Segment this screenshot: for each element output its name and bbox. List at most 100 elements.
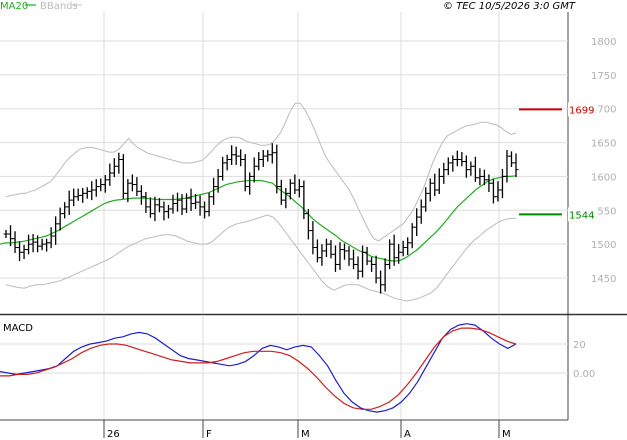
ohlc-bar bbox=[265, 150, 271, 162]
x-tick-label: A bbox=[404, 429, 411, 440]
ohlc-bar bbox=[116, 152, 122, 174]
ohlc-bar bbox=[30, 233, 36, 253]
macd-y-tick-label: 0.00 bbox=[573, 369, 595, 380]
ohlc-bar bbox=[504, 150, 510, 183]
ohlc-bar bbox=[197, 195, 203, 216]
price-y-tick-label: 1550 bbox=[591, 206, 616, 217]
ohlc-bar bbox=[450, 155, 456, 172]
ohlc-bar bbox=[310, 221, 316, 255]
price-levels: 1699 1544 bbox=[519, 102, 596, 222]
ohlc-bar bbox=[98, 178, 104, 192]
ohlc-bar bbox=[3, 229, 9, 239]
ohlc-bar bbox=[323, 238, 329, 258]
ohlc-bar bbox=[423, 187, 429, 212]
ohlc-bar bbox=[129, 174, 135, 192]
price-grid bbox=[0, 12, 568, 314]
ma20-series-line bbox=[0, 175, 517, 262]
macd-y-tick-labels: 0.00 20 bbox=[573, 340, 595, 380]
x-tick-label: F bbox=[206, 429, 212, 440]
ohlc-bar bbox=[319, 244, 325, 266]
ohlc-bar bbox=[332, 245, 338, 272]
macd-y-tick-label: 20 bbox=[573, 340, 586, 351]
x-tick-label: 26 bbox=[107, 429, 120, 440]
price-y-tick-label: 1750 bbox=[591, 71, 616, 82]
x-tick-labels: 26 F M A M bbox=[103, 420, 511, 440]
ohlc-bar bbox=[260, 150, 266, 167]
price-y-tick-label: 1650 bbox=[591, 139, 616, 150]
ohlc-bar bbox=[427, 178, 433, 202]
ohlc-bar bbox=[508, 151, 514, 167]
ohlc-bar bbox=[80, 187, 86, 203]
ohlc-bar bbox=[382, 258, 388, 292]
ohlc-bar bbox=[490, 179, 496, 204]
ohlc-bar bbox=[256, 152, 262, 171]
price-panel: 1450 1500 1550 1600 1650 1700 1750 1800 1699 154… bbox=[0, 12, 627, 316]
ohlc-bar bbox=[152, 196, 158, 222]
ohlc-bar bbox=[314, 239, 320, 263]
x-tick-label: M bbox=[502, 429, 511, 440]
resistance-level-label: 1699 bbox=[569, 105, 594, 116]
bb-upper-line bbox=[5, 102, 517, 242]
macd-panel: 0.00 20 MACD bbox=[0, 315, 595, 420]
ohlc-bar bbox=[495, 181, 501, 202]
ohlc-bar bbox=[360, 245, 366, 278]
ohlc-bar bbox=[89, 181, 95, 201]
ohlc-bar bbox=[188, 188, 194, 211]
price-y-tick-labels: 1450 1500 1550 1600 1650 1700 1750 1800 bbox=[591, 37, 616, 285]
ohlc-bar bbox=[513, 153, 519, 178]
ohlc-bar bbox=[251, 157, 257, 183]
ohlc-bar bbox=[405, 237, 411, 255]
ohlc-bar bbox=[346, 246, 352, 266]
ohlc-bar bbox=[66, 190, 72, 216]
macd-grid bbox=[0, 315, 568, 420]
ohlc-bar bbox=[71, 188, 77, 207]
ohlc-bar bbox=[75, 188, 81, 201]
bb-lower-line bbox=[5, 214, 516, 302]
ohlc-bar bbox=[369, 257, 375, 272]
legend: MA20 BBands © TEC 10/5/2026 3:0 GMT bbox=[0, 1, 576, 12]
x-tick-label: M bbox=[301, 429, 310, 440]
ohlc-bar bbox=[441, 162, 447, 184]
ohlc-bar bbox=[147, 197, 153, 218]
ohlc-bar bbox=[220, 156, 226, 181]
ohlc-bars bbox=[3, 143, 519, 294]
ohlc-bar bbox=[247, 172, 253, 195]
ohlc-bar bbox=[206, 192, 212, 217]
ohlc-bar bbox=[242, 154, 248, 192]
ohlc-bar bbox=[107, 163, 113, 186]
ohlc-bar bbox=[93, 179, 99, 197]
ohlc-bar bbox=[463, 155, 469, 178]
ohlc-bar bbox=[179, 194, 185, 216]
ohlc-bar bbox=[229, 145, 235, 165]
x-axis: 26 F M A M bbox=[0, 419, 568, 440]
ohlc-bar bbox=[418, 199, 424, 224]
ohlc-bar bbox=[165, 204, 171, 219]
ohlc-bar bbox=[233, 146, 239, 165]
ohlc-bar bbox=[21, 244, 27, 260]
signal-series-line bbox=[0, 327, 517, 410]
price-y-tick-label: 1450 bbox=[591, 274, 616, 285]
ohlc-bar bbox=[48, 227, 54, 249]
ohlc-bar bbox=[414, 208, 420, 237]
ma20-legend-label: MA20 bbox=[0, 1, 28, 12]
ohlc-bar bbox=[445, 157, 451, 176]
bbands-legend-label: BBands bbox=[40, 1, 78, 12]
ohlc-bar bbox=[134, 177, 140, 197]
ohlc-bar bbox=[337, 242, 343, 270]
ohlc-bar bbox=[432, 173, 438, 197]
support-level-label: 1544 bbox=[569, 210, 594, 221]
ohlc-bar bbox=[301, 180, 307, 220]
ohlc-bar bbox=[283, 187, 289, 209]
ohlc-bar bbox=[224, 154, 230, 171]
macd-title: MACD bbox=[3, 323, 33, 334]
macd-series-line bbox=[0, 323, 517, 413]
ohlc-bar bbox=[351, 249, 357, 270]
ohlc-bar bbox=[84, 187, 90, 199]
support-label-bg bbox=[568, 207, 596, 222]
ohlc-bar bbox=[341, 243, 347, 260]
bollinger-bands bbox=[5, 102, 517, 302]
ohlc-bar bbox=[499, 168, 505, 199]
ohlc-bar bbox=[468, 161, 474, 176]
price-y-tick-label: 1600 bbox=[591, 172, 616, 183]
